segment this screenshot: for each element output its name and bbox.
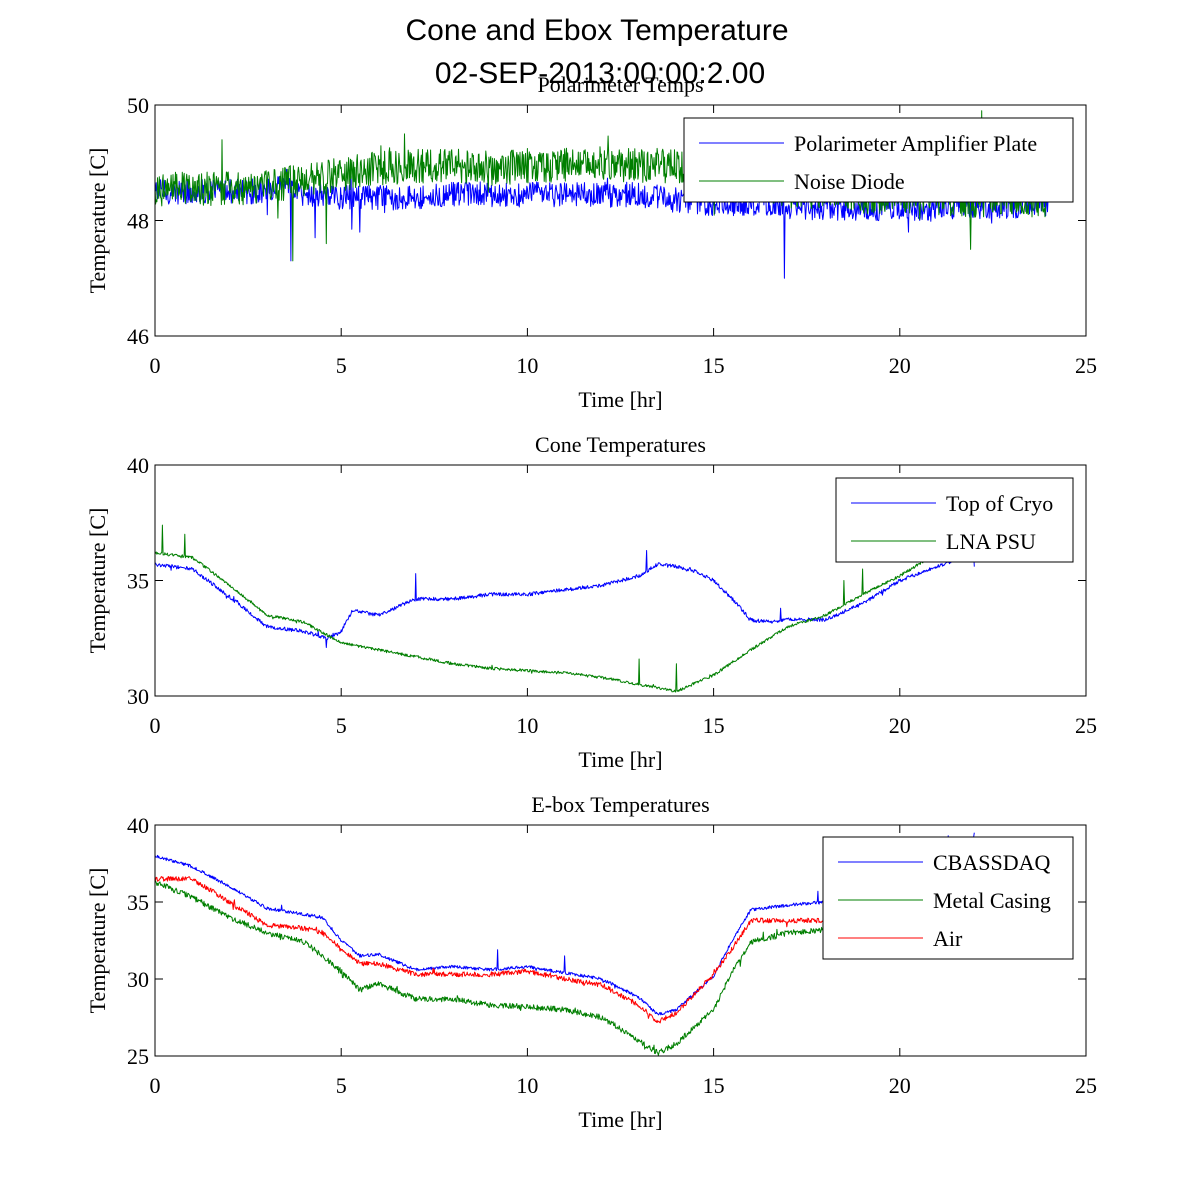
figure-subtitle: 02-SEP-2013:00:00:2.00 <box>435 57 765 90</box>
legend-label: Air <box>933 926 963 951</box>
legend-label: Metal Casing <box>933 888 1051 913</box>
x-tick-label: 25 <box>1075 713 1097 738</box>
x-tick-label: 0 <box>150 1073 161 1098</box>
legend-box <box>822 836 1074 960</box>
legend-label: Top of Cryo <box>946 491 1053 516</box>
legend-box <box>683 117 1074 203</box>
y-tick-label: 40 <box>127 453 149 478</box>
subplot-3: 0 5 10 15 20 25 25 30 35 40 E-box Temperatures Time… <box>85 792 1097 1132</box>
legend: CBASSDAQ Metal Casing Air <box>822 836 1074 960</box>
legend: Polarimeter Amplifier Plate Noise Diode <box>683 117 1074 203</box>
x-tick-label: 25 <box>1075 1073 1097 1098</box>
y-tick-label: 30 <box>127 967 149 992</box>
subplot-title: Polarimeter Temps <box>537 72 703 97</box>
y-axis-label: Temperature [C] <box>85 148 110 294</box>
x-tick-label: 5 <box>336 1073 347 1098</box>
legend-label: LNA PSU <box>946 529 1036 554</box>
legend-box <box>835 477 1074 563</box>
x-tick-label: 10 <box>516 1073 538 1098</box>
x-tick-label: 15 <box>703 353 725 378</box>
legend-label: Polarimeter Amplifier Plate <box>794 131 1037 156</box>
y-tick-label: 25 <box>127 1044 149 1069</box>
y-tick-label: 40 <box>127 813 149 838</box>
y-axis-label: Temperature [C] <box>85 868 110 1014</box>
series-line-lna-psu <box>155 524 975 693</box>
y-tick-label: 46 <box>127 324 149 349</box>
figure-title: Cone and Ebox Temperature <box>405 14 788 47</box>
y-tick-label: 30 <box>127 684 149 709</box>
legend: Top of Cryo LNA PSU <box>835 477 1074 563</box>
x-tick-label: 15 <box>703 713 725 738</box>
legend-label: Noise Diode <box>794 169 905 194</box>
x-tick-label: 0 <box>150 353 161 378</box>
series-line-top-of-cryo <box>155 550 975 648</box>
subplot-title: E-box Temperatures <box>531 792 709 817</box>
x-tick-label: 5 <box>336 713 347 738</box>
y-tick-label: 35 <box>127 569 149 594</box>
x-tick-label: 20 <box>889 713 911 738</box>
y-tick-label: 50 <box>127 93 149 118</box>
x-tick-label: 20 <box>889 353 911 378</box>
x-tick-label: 5 <box>336 353 347 378</box>
y-tick-label: 48 <box>127 209 149 234</box>
x-axis-label: Time [hr] <box>578 747 662 772</box>
x-axis-label: Time [hr] <box>578 1107 662 1132</box>
legend-label: CBASSDAQ <box>933 850 1050 875</box>
y-tick-label: 35 <box>127 890 149 915</box>
axes-frame <box>154 824 1087 1057</box>
subplot-1: 0 5 10 15 20 25 46 48 50 Polarimeter Temps Time [h… <box>85 72 1097 412</box>
x-axis-label: Time [hr] <box>578 387 662 412</box>
x-tick-label: 0 <box>150 713 161 738</box>
x-tick-label: 25 <box>1075 353 1097 378</box>
y-axis-label: Temperature [C] <box>85 508 110 654</box>
subplot-2: 0 5 10 15 20 25 30 35 40 Cone Temperatures Time [h… <box>85 432 1097 772</box>
x-tick-label: 20 <box>889 1073 911 1098</box>
x-tick-label: 15 <box>703 1073 725 1098</box>
x-tick-label: 10 <box>516 713 538 738</box>
subplot-title: Cone Temperatures <box>535 432 706 457</box>
x-tick-label: 10 <box>516 353 538 378</box>
